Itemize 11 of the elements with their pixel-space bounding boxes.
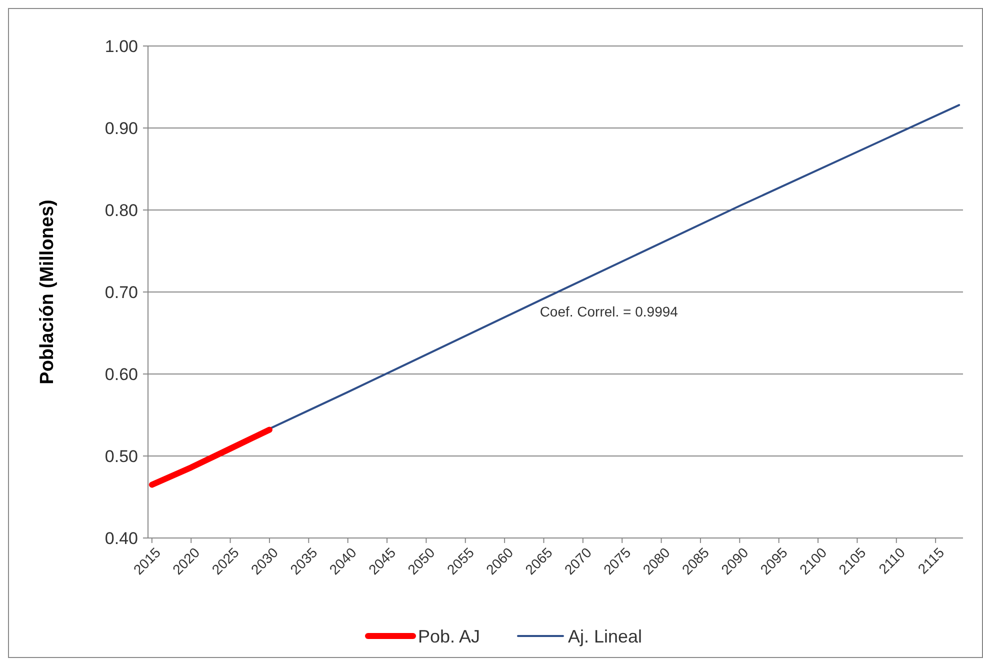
y-tick-label: 0.60 [104, 364, 138, 384]
y-tick-label: 0.40 [104, 528, 138, 548]
legend-label: Aj. Lineal [568, 626, 642, 646]
y-tick-label: 0.70 [104, 282, 138, 302]
y-tick-label: 0.50 [104, 446, 138, 466]
y-tick-label: 0.80 [104, 200, 138, 220]
y-tick-label: 0.90 [104, 118, 138, 138]
y-tick-label: 1.00 [104, 36, 138, 56]
annotation: Coef. Correl. = 0.9994 [540, 304, 678, 320]
y-axis-title: Población (Millones) [37, 200, 58, 384]
legend-label: Pob. AJ [418, 626, 480, 646]
